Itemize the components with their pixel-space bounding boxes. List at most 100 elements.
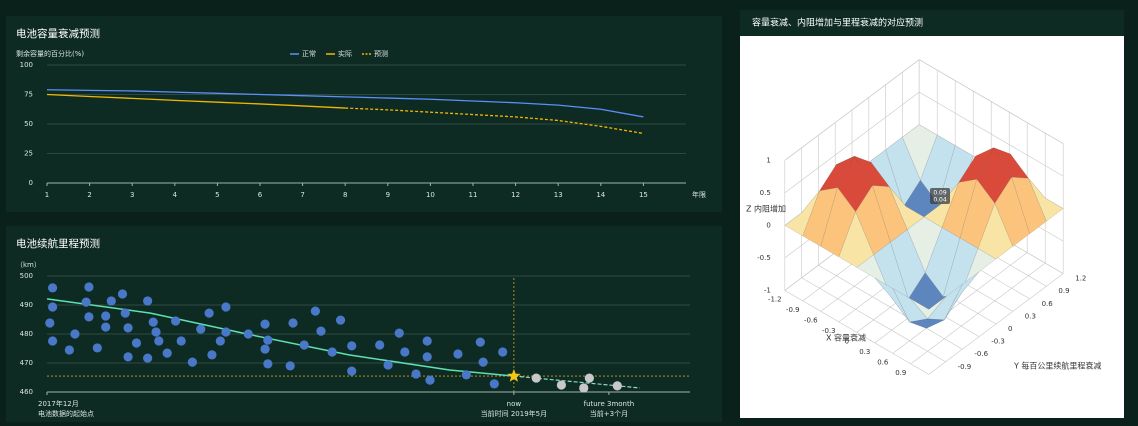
data-point — [335, 315, 346, 325]
series-line — [46, 89, 644, 118]
y-tick-label: 25 — [24, 150, 33, 158]
x-tick-label: -0.3 — [822, 327, 836, 335]
y-tick-label: 490 — [20, 301, 33, 309]
y-axis-label: Y 每百公里续航里程衰减 — [1013, 361, 1101, 371]
z-tick-label: -0.5 — [757, 254, 771, 262]
data-point — [425, 375, 435, 385]
data-point — [310, 306, 320, 316]
legend-label: 预测 — [374, 49, 388, 58]
data-point — [171, 316, 181, 326]
x-tick-label: 15 — [639, 191, 648, 199]
data-point — [299, 340, 309, 350]
data-point — [131, 338, 142, 348]
legend-label: 实际 — [338, 49, 352, 58]
data-point — [162, 348, 172, 358]
x-tick-label: 3 — [130, 191, 134, 199]
box-edge — [928, 273, 1064, 375]
data-point — [207, 350, 217, 360]
x-tick-label: 13 — [554, 191, 563, 199]
x-tick-label: 7 — [300, 191, 304, 199]
panel — [6, 226, 722, 422]
tooltip-value: 0.04 — [933, 197, 947, 204]
y-tick-label: 50 — [24, 120, 33, 128]
y-tick-label: 1.2 — [1075, 275, 1086, 283]
y-tick-label: 0.6 — [1042, 300, 1054, 308]
data-point — [196, 324, 206, 334]
data-point — [383, 360, 393, 370]
data-point — [187, 357, 197, 367]
data-point — [347, 366, 357, 376]
chart-title: 电池容量衰减预测 — [16, 27, 100, 40]
data-point — [263, 359, 273, 369]
x-tick-label: 1 — [45, 191, 49, 199]
data-point — [316, 326, 326, 336]
y-tick-label: 75 — [24, 91, 33, 99]
data-point — [45, 318, 55, 328]
now-star — [507, 369, 521, 382]
x-tick-label: future 3month — [584, 400, 635, 408]
data-point — [221, 327, 231, 337]
box-edge — [784, 290, 929, 375]
data-point — [263, 335, 273, 345]
data-point — [453, 349, 463, 359]
data-point — [260, 319, 270, 329]
y-tick-label: 0 — [1008, 325, 1012, 333]
y-tick-label: -0.3 — [991, 338, 1005, 346]
grid-line — [818, 264, 963, 350]
data-point — [120, 308, 130, 318]
series-line — [46, 93, 346, 109]
surface-patch — [927, 284, 963, 321]
y-axis-label: （km） — [16, 261, 41, 269]
x-tick-label: 2017年12月 — [38, 399, 79, 408]
x-axis-label: X 容量衰减 — [826, 333, 866, 343]
y-tick-label: 470 — [20, 359, 33, 367]
data-point — [47, 302, 58, 312]
x-tick-label: -0.9 — [786, 306, 800, 314]
data-point — [260, 344, 270, 354]
data-point — [92, 343, 102, 353]
y-tick-label: 0.9 — [1058, 287, 1069, 295]
x-tick-label: 10 — [426, 191, 435, 199]
data-point — [375, 340, 385, 350]
data-point — [422, 352, 432, 362]
data-point — [411, 369, 421, 379]
x-tick-label: -0.6 — [804, 316, 818, 324]
data-point — [70, 329, 80, 339]
data-point — [123, 352, 133, 362]
tooltip-box — [930, 188, 950, 204]
data-point — [154, 336, 164, 346]
y-tick-label: 460 — [20, 388, 33, 396]
x-tick-label: 4 — [173, 191, 178, 199]
x-tick-sublabel: 电池数据的起始点 — [38, 409, 94, 418]
data-point — [47, 283, 58, 293]
data-point — [461, 370, 471, 380]
data-point — [117, 289, 128, 299]
y-tick-label: 480 — [20, 330, 33, 338]
surface-patch — [910, 296, 946, 320]
panel — [6, 16, 722, 212]
box-edge — [784, 59, 920, 161]
x-axis-label: 年限 — [692, 190, 706, 199]
y-tick-label: 100 — [20, 61, 33, 69]
x-tick-sublabel: 当前时间 2019年5月 — [481, 409, 548, 418]
x-tick-label: 9 — [386, 191, 390, 199]
y-tick-label: -0.9 — [958, 363, 972, 371]
data-point — [123, 323, 133, 333]
data-point — [81, 297, 91, 307]
data-point — [475, 337, 485, 347]
x-tick-label: 11 — [469, 191, 478, 199]
data-point — [394, 328, 404, 338]
data-point — [47, 336, 58, 346]
z-tick-label: 0.5 — [760, 189, 771, 197]
data-point — [84, 282, 94, 292]
data-point — [579, 383, 589, 393]
data-point — [531, 373, 541, 383]
data-point — [221, 302, 231, 312]
data-point — [285, 361, 295, 371]
data-point — [422, 336, 432, 346]
x-tick-label: now — [507, 400, 522, 408]
data-point — [215, 336, 225, 346]
z-tick-label: -1 — [764, 286, 771, 294]
data-point — [148, 317, 158, 327]
